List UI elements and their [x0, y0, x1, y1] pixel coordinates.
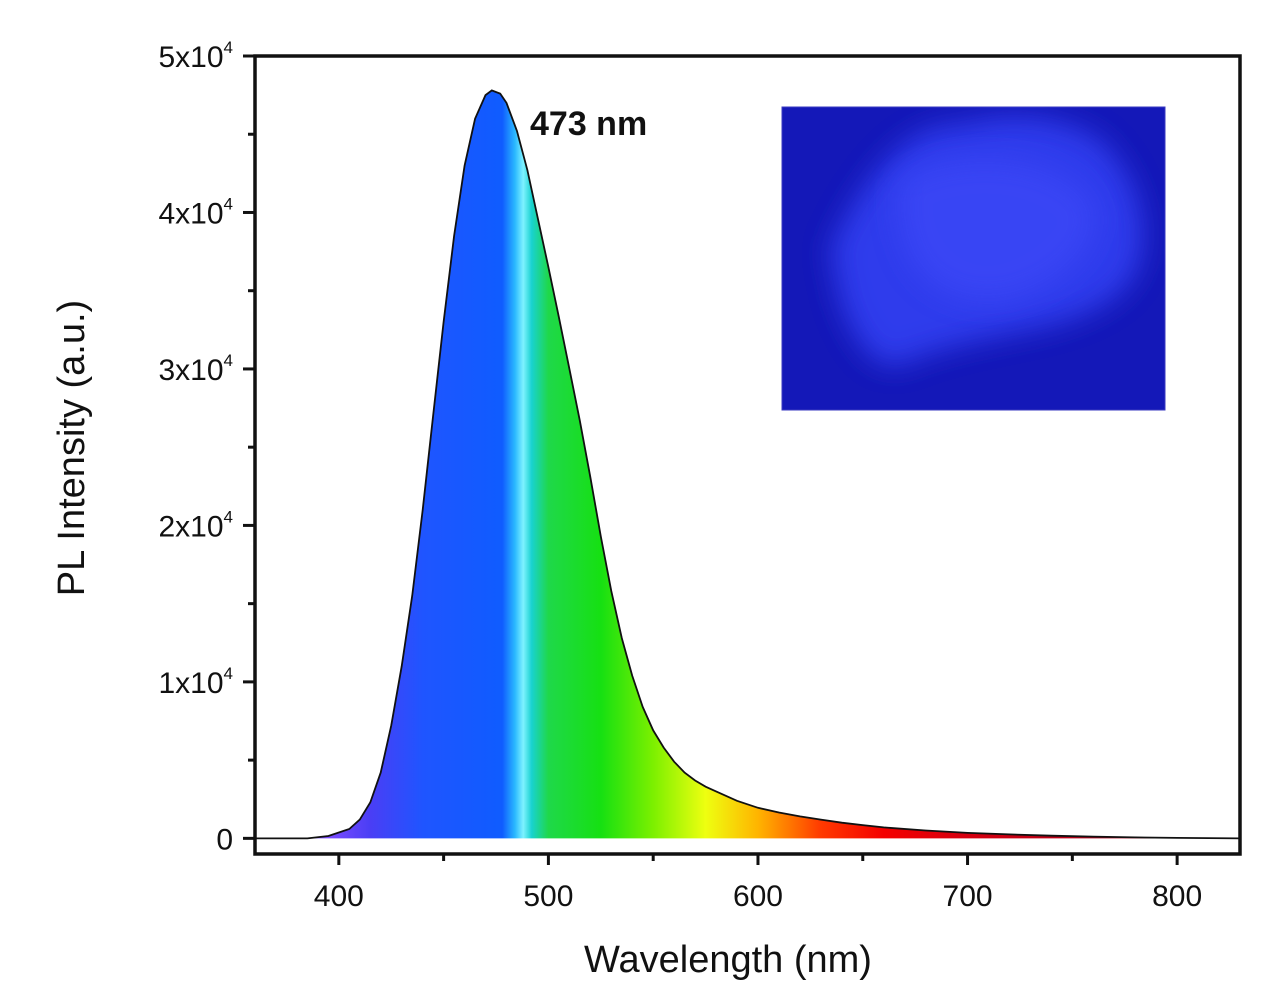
y-axis: 0 1x104 2x104 3x104 4x104 5x104 [158, 38, 255, 856]
x-tick-label: 500 [523, 880, 573, 913]
y-tick-label: 4x104 [158, 194, 233, 230]
y-tick-label: 0 [216, 823, 233, 856]
y-tick-label: 3x104 [158, 351, 233, 387]
x-tick-label: 600 [733, 880, 783, 913]
plot-frame [253, 54, 1242, 856]
peak-annotation: 473 nm [530, 105, 647, 143]
spectrum-area [255, 90, 1240, 839]
x-axis-title: Wavelength (nm) [584, 939, 872, 981]
y-axis-title: PL Intensity (a.u.) [51, 300, 93, 596]
spectrum-line [255, 89, 1241, 840]
x-tick-label: 800 [1152, 880, 1202, 913]
y-tick-label: 2x104 [158, 507, 233, 543]
x-tick-label: 400 [314, 880, 364, 913]
x-tick-label: 700 [943, 880, 993, 913]
y-tick-label: 1x104 [158, 664, 233, 700]
inset-photo [781, 106, 1166, 411]
x-axis: 400 500 600 700 800 [314, 854, 1202, 913]
y-tick-label: 5x104 [158, 38, 233, 74]
